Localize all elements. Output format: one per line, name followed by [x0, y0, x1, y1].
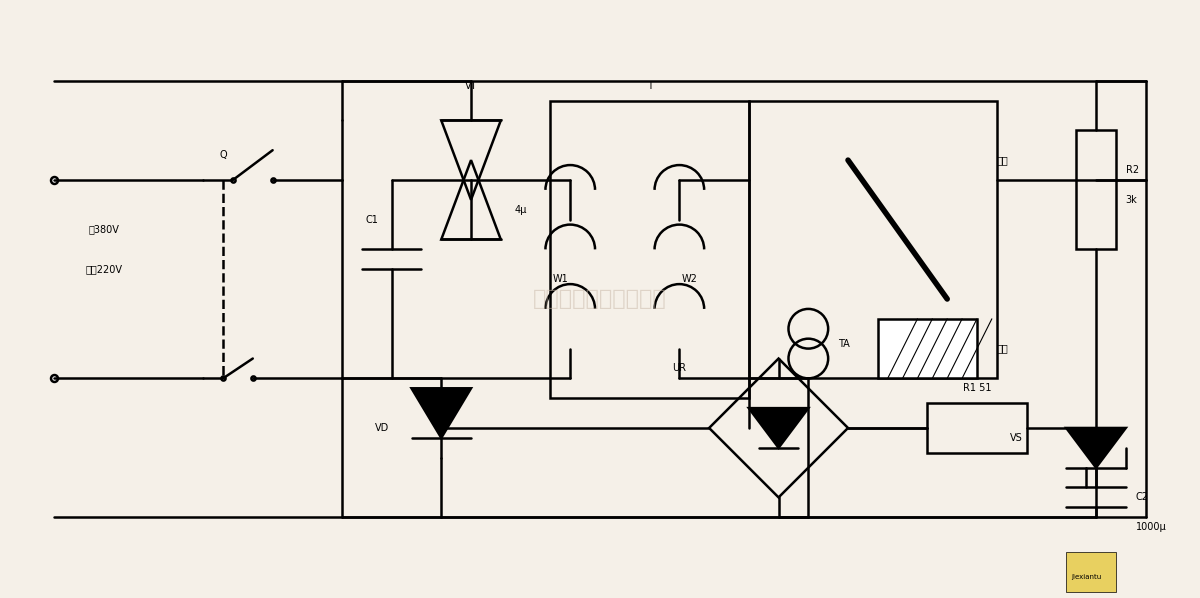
- Text: UR: UR: [672, 364, 686, 373]
- Bar: [749, 100, 997, 379]
- Bar: [1076, 130, 1116, 249]
- Text: 4μ: 4μ: [515, 205, 527, 215]
- Text: C2: C2: [1135, 492, 1148, 502]
- Text: 焊条: 焊条: [997, 155, 1008, 165]
- Text: 杭州将睿科技有限公司: 杭州将睿科技有限公司: [533, 289, 667, 309]
- Text: VT: VT: [464, 81, 478, 91]
- Text: R2: R2: [1126, 165, 1139, 175]
- Text: jiexiantu: jiexiantu: [1070, 573, 1102, 580]
- Bar: [877, 319, 977, 379]
- Text: T: T: [647, 81, 653, 91]
- Text: 焊件: 焊件: [997, 344, 1008, 353]
- Text: VS: VS: [1010, 433, 1024, 443]
- Text: 或～220V: 或～220V: [85, 264, 122, 274]
- Text: W1: W1: [552, 274, 568, 284]
- Text: R1 51: R1 51: [962, 383, 991, 393]
- Polygon shape: [749, 408, 809, 448]
- Bar: [551, 100, 749, 398]
- Text: 3k: 3k: [1126, 195, 1138, 205]
- Polygon shape: [412, 388, 472, 438]
- Text: C1: C1: [365, 215, 378, 225]
- Text: ～380V: ～380V: [89, 225, 120, 234]
- Text: W2: W2: [682, 274, 697, 284]
- Text: 1000μ: 1000μ: [1135, 522, 1166, 532]
- Polygon shape: [1067, 428, 1126, 468]
- Text: TA: TA: [838, 338, 850, 349]
- Bar: [1067, 552, 1116, 591]
- Text: VD: VD: [374, 423, 389, 433]
- Text: Q: Q: [220, 150, 227, 160]
- Bar: [928, 403, 1026, 453]
